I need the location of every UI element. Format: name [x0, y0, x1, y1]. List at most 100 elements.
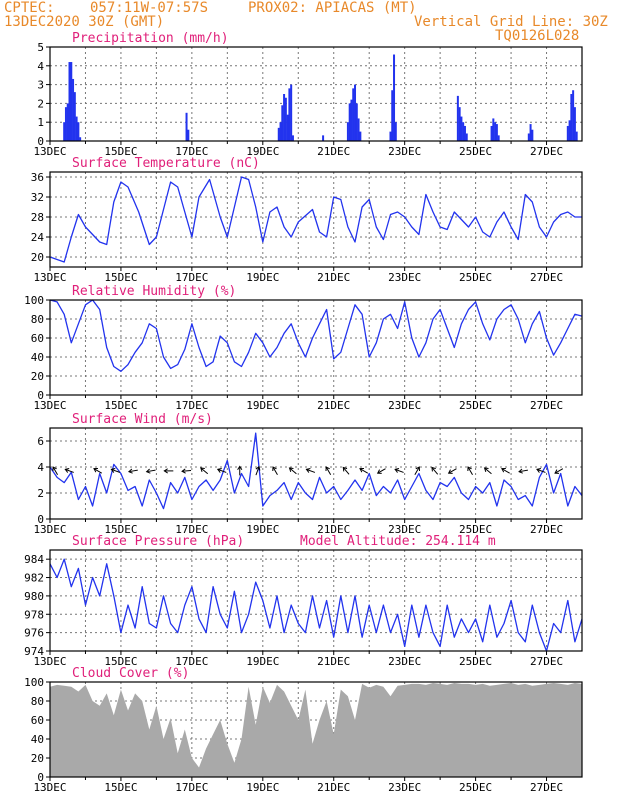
pressure-subtitle: Model Altitude: 254.114 m — [300, 534, 496, 549]
precip-bar — [66, 103, 69, 141]
x-tick-label: 27DEC — [530, 145, 563, 158]
y-tick-label: 36 — [31, 171, 44, 184]
wind-arrow-head — [305, 468, 311, 473]
x-tick-label: 17DEC — [175, 781, 208, 794]
wind-arrow — [359, 468, 369, 474]
x-tick-label: 25DEC — [459, 523, 492, 536]
wind-arrow-head — [554, 469, 560, 474]
wind-arrow-head — [447, 469, 453, 474]
wind-arrow-head — [376, 469, 382, 474]
x-tick-label: 21DEC — [317, 399, 350, 412]
humidity-title: Relative Humidity (%) — [72, 284, 236, 299]
header-grid-note: Vertical Grid Line: 30Z — [414, 14, 608, 30]
y-tick-label: 32 — [31, 191, 44, 204]
panel-humidity: Relative Humidity (%) 0 20 40 60 80 100 13DEC 15… — [24, 284, 583, 412]
precip-bar — [497, 135, 500, 141]
precip-bar — [68, 62, 71, 141]
panel-temperature: Surface Temperature (nC) 20 24 28 32 36 13DEC 1… — [31, 156, 583, 284]
precip-bar — [389, 131, 392, 141]
y-tick-label: 28 — [31, 211, 44, 224]
wind-arrow — [467, 466, 473, 476]
y-tick-label: 978 — [24, 608, 44, 621]
temperature-title: Surface Temperature (nC) — [72, 156, 260, 171]
precip-bar — [357, 118, 360, 141]
wind-arrow-head — [272, 466, 277, 472]
header-source: CPTEC: — [4, 0, 55, 16]
y-tick-label: 982 — [24, 572, 44, 585]
wind-arrow-head — [518, 468, 523, 474]
pressure-title: Surface Pressure (hPa) — [72, 534, 244, 549]
y-tick-label: 4 — [37, 60, 44, 73]
precip-bar — [568, 120, 571, 141]
x-tick-label: 15DEC — [104, 399, 137, 412]
panel-frame — [49, 549, 583, 652]
cloud-cover-area — [50, 683, 582, 777]
precip-bar — [281, 105, 284, 141]
wind-arrow-head — [325, 466, 330, 472]
wind-arrow-head — [110, 468, 116, 473]
wind-arrow-head — [200, 467, 205, 472]
panel-frame — [49, 681, 583, 778]
x-tick-label: 25DEC — [459, 145, 492, 158]
wind-arrow — [255, 466, 260, 476]
wind-arrow — [377, 468, 386, 474]
cloud-cover-title: Cloud Cover (%) — [72, 666, 189, 681]
precip-bar — [75, 116, 78, 141]
x-tick-label: 21DEC — [317, 523, 350, 536]
wind-arrow-head — [163, 468, 168, 474]
precip-bar — [79, 137, 82, 141]
y-tick-label: 80 — [31, 695, 44, 708]
x-tick-label: 25DEC — [459, 655, 492, 668]
precip-bar — [456, 95, 459, 141]
wind-arrow — [182, 470, 192, 472]
precip-bar — [63, 122, 66, 141]
wind-arrow — [484, 467, 492, 475]
wind-arrow-head — [181, 468, 186, 474]
y-tick-label: 60 — [31, 332, 44, 345]
wind-arrow — [289, 467, 297, 475]
panel-cloud-cover: Cloud Cover (%) 0 20 40 60 80 100 13DEC 15DEC 17D… — [24, 666, 583, 794]
y-tick-label: 2 — [37, 97, 44, 110]
x-tick-label: 13DEC — [33, 271, 66, 284]
x-tick-label: 15DEC — [104, 145, 137, 158]
precip-bar — [527, 133, 530, 141]
precip-bar — [391, 90, 394, 141]
precip-bar — [291, 135, 294, 141]
precip-bar — [458, 107, 461, 141]
y-tick-label: 0 — [37, 771, 44, 784]
x-tick-label: 17DEC — [175, 399, 208, 412]
x-tick-label: 13DEC — [33, 523, 66, 536]
wind-arrow — [52, 466, 59, 476]
x-tick-label: 27DEC — [530, 271, 563, 284]
x-tick-label: 17DEC — [175, 655, 208, 668]
x-tick-label: 23DEC — [388, 271, 421, 284]
x-tick-label: 15DEC — [104, 523, 137, 536]
y-tick-label: 0 — [37, 513, 44, 526]
wind-arrow-head — [431, 466, 436, 472]
wind-arrow — [501, 468, 510, 474]
y-tick-label: 40 — [31, 351, 44, 364]
precip-bar — [394, 122, 397, 141]
wind-line — [49, 432, 583, 510]
precip-bar — [185, 112, 188, 141]
wind-arrow — [518, 469, 528, 473]
y-tick-label: 80 — [31, 313, 44, 326]
wind-title: Surface Wind (m/s) — [72, 412, 213, 427]
precip-bar — [575, 131, 578, 141]
y-tick-label: 40 — [31, 733, 44, 746]
x-tick-label: 13DEC — [33, 655, 66, 668]
x-tick-label: 27DEC — [530, 655, 563, 668]
precip-bar — [529, 124, 532, 141]
wind-arrow — [272, 466, 278, 476]
y-tick-label: 6 — [37, 435, 44, 448]
y-tick-label: 24 — [31, 231, 45, 244]
wind-arrow — [325, 466, 332, 476]
y-tick-label: 984 — [24, 553, 44, 566]
header-code: TQ0126L028 — [495, 28, 580, 44]
wind-arrow — [536, 468, 546, 473]
precip-bar — [570, 94, 573, 141]
precip-bar — [531, 129, 534, 141]
precip-bar — [354, 84, 357, 141]
y-tick-label: 974 — [24, 645, 44, 658]
